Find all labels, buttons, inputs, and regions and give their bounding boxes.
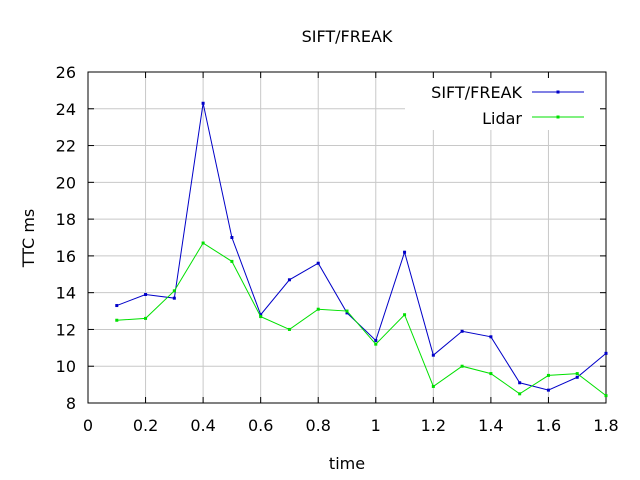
data-point-sift-freak [518, 381, 522, 385]
x-tick-label: 1.2 [421, 416, 446, 435]
data-point-sift-freak [115, 304, 119, 308]
x-tick-label: 0.2 [133, 416, 158, 435]
data-point-lidar [460, 364, 464, 368]
data-point-lidar [172, 289, 176, 293]
x-tick-label: 1.6 [536, 416, 561, 435]
data-point-lidar [546, 373, 550, 377]
x-tick-label: 0.4 [190, 416, 215, 435]
data-point-lidar [259, 315, 263, 319]
data-point-lidar [144, 316, 148, 320]
data-point-sift-freak [489, 335, 493, 339]
y-tick-label: 20 [56, 173, 76, 192]
y-tick-label: 22 [56, 137, 76, 156]
y-tick-label: 10 [56, 357, 76, 376]
data-point-sift-freak [259, 313, 263, 317]
series-line-lidar [116, 242, 607, 397]
data-point-sift-freak [431, 353, 435, 357]
data-point-lidar [316, 307, 320, 311]
data-point-sift-freak [316, 261, 320, 265]
data-point-lidar [403, 313, 407, 317]
axis-ticks: 0 0.2 0.4 0.6 0.8 1 1.2 1.4 1.6 1.8 8 10 12 14 16 18 20 2… [56, 63, 619, 435]
data-point-lidar [287, 327, 291, 331]
data-point-sift-freak [230, 236, 234, 239]
x-tick-label: 1.4 [478, 416, 503, 435]
x-tick-label: 0 [83, 416, 93, 435]
data-point-sift-freak [575, 375, 579, 379]
legend-marker-sift-freak [556, 90, 560, 94]
x-axis-title: time [329, 454, 365, 473]
y-tick-label: 16 [56, 247, 76, 266]
data-point-lidar [518, 392, 522, 396]
legend-box [405, 78, 600, 130]
data-point-sift-freak [604, 351, 608, 355]
data-point-sift-freak [546, 388, 550, 392]
legend: SIFT/FREAK Lidar [405, 78, 600, 130]
data-point-sift-freak [374, 338, 378, 342]
data-point-lidar [431, 384, 435, 388]
data-point-sift-freak [144, 293, 148, 297]
data-point-lidar [201, 241, 205, 245]
y-tick-label: 12 [56, 320, 76, 339]
data-point-sift-freak [201, 101, 205, 105]
data-point-sift-freak [345, 311, 349, 315]
plot-frame [87, 71, 607, 404]
legend-label-sift-freak: SIFT/FREAK [431, 83, 522, 102]
x-tick-label: 1.8 [593, 416, 618, 435]
chart-title: SIFT/FREAK [302, 27, 393, 46]
data-point-lidar [489, 372, 493, 376]
data-point-lidar [575, 372, 579, 376]
data-point-lidar [230, 259, 234, 263]
y-axis-title: TTC ms [19, 209, 38, 269]
series-lines [115, 101, 608, 398]
y-tick-label: 24 [56, 100, 76, 119]
data-point-sift-freak [172, 296, 176, 300]
series-line-sift-freak [116, 103, 607, 391]
data-point-lidar [604, 394, 608, 398]
data-point-sift-freak [287, 278, 291, 282]
legend-label-lidar: Lidar [482, 109, 522, 128]
x-tick-label: 0.8 [305, 416, 330, 435]
y-tick-label: 18 [56, 210, 76, 229]
data-point-sift-freak [403, 250, 407, 254]
data-point-lidar [115, 318, 119, 322]
data-point-sift-freak [460, 329, 464, 333]
x-tick-label: 0.6 [248, 416, 273, 435]
legend-marker-lidar [556, 115, 560, 119]
y-tick-label: 14 [56, 284, 76, 303]
y-tick-label: 26 [56, 63, 76, 82]
y-tick-label: 8 [66, 394, 76, 413]
data-point-lidar [374, 342, 378, 346]
x-tick-label: 1 [371, 416, 381, 435]
data-point-lidar [345, 309, 349, 313]
